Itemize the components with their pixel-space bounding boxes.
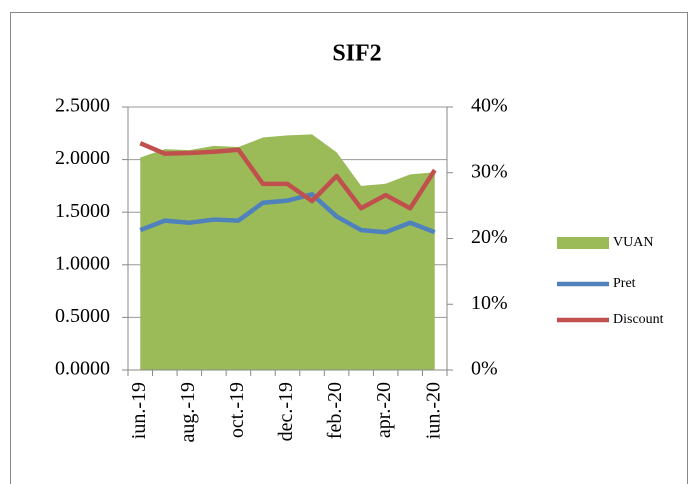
x-tick-label: oct.-19 [226,382,248,438]
y-tick-label: 0.0000 [55,358,110,380]
y-tick-label: 0.5000 [55,305,110,327]
area [140,134,435,370]
x-tick-label: feb.-20 [324,382,346,439]
y2-tick-label: 10% [471,292,508,314]
chart-title: SIF2 [332,41,381,67]
y-tick-label: 1.0000 [55,252,110,274]
legend-swatch [557,237,609,249]
legend-label: Pret [613,276,636,291]
line [139,192,436,235]
x-tick-label: aug.-19 [177,382,199,443]
x-tick-label: iun.-20 [422,382,444,439]
x-tick-label: iun.-19 [128,382,150,439]
y-tick-label: 2.5000 [55,95,110,117]
y-tick-label: 1.5000 [55,200,110,222]
y2-tick-label: 30% [471,160,508,182]
x-tick-label: apr.-20 [373,382,395,438]
legend-label: Discount [613,312,664,327]
y2-tick-label: 20% [471,226,508,248]
line [139,141,437,211]
legend-label: VUAN [613,235,653,250]
x-tick-label: dec.-19 [275,382,297,441]
y2-tick-label: 0% [471,358,498,380]
y2-tick-label: 40% [471,95,508,117]
y-tick-label: 2.0000 [55,147,110,169]
